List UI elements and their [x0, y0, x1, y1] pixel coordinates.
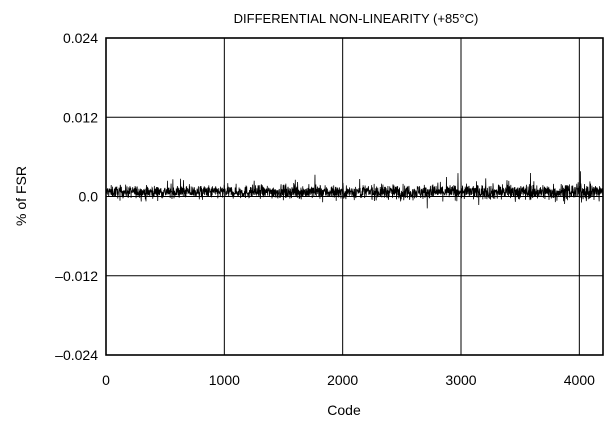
chart-title: DIFFERENTIAL NON-LINEARITY (+85°C) — [234, 11, 479, 26]
y-tick-label: –0.024 — [55, 347, 98, 363]
y-tick-label: –0.012 — [55, 268, 98, 284]
x-tick-label: 4000 — [564, 372, 595, 388]
y-tick-label: 0.0 — [79, 189, 99, 205]
y-tick-label: 0.012 — [63, 109, 98, 125]
x-tick-labels: 0 1000 2000 3000 4000 — [102, 372, 595, 388]
dnl-series — [105, 171, 604, 209]
y-tick-label: 0.024 — [63, 30, 98, 46]
y-axis-label: % of FSR — [13, 166, 29, 226]
x-tick-label: 0 — [102, 372, 110, 388]
y-tick-labels: 0.024 0.012 0.0 –0.012 –0.024 — [55, 30, 98, 363]
x-tick-label: 3000 — [445, 372, 476, 388]
x-tick-label: 1000 — [209, 372, 240, 388]
plot-frame — [105, 37, 604, 356]
x-axis-label: Code — [327, 402, 361, 418]
x-tick-label: 2000 — [327, 372, 358, 388]
dnl-trace — [105, 171, 604, 209]
